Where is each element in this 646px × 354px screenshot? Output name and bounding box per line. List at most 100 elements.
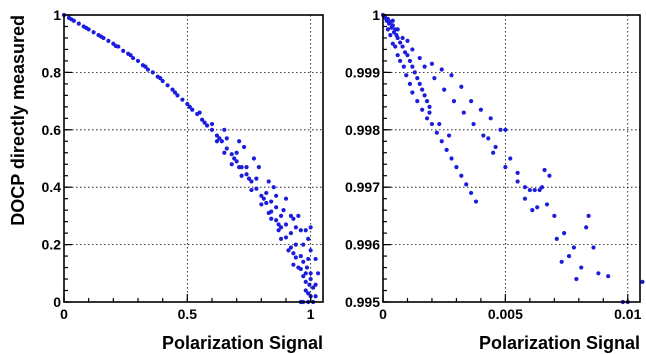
- data-point: [469, 190, 474, 196]
- data-point: [591, 245, 596, 250]
- data-point: [84, 25, 89, 31]
- data-point: [145, 67, 150, 72]
- data-point: [535, 205, 540, 210]
- data-point: [128, 53, 133, 58]
- data-point: [283, 222, 289, 227]
- data-point: [385, 16, 390, 22]
- y-tick-label: 0.6: [42, 122, 62, 138]
- data-point: [76, 21, 81, 26]
- data-point: [150, 70, 155, 75]
- data-point: [291, 216, 296, 221]
- data-point: [459, 84, 464, 89]
- data-point: [308, 248, 313, 253]
- data-point: [415, 99, 420, 104]
- data-point: [405, 53, 410, 58]
- data-point: [596, 271, 601, 276]
- data-point: [185, 101, 190, 107]
- data-point: [269, 199, 274, 204]
- data-point: [249, 179, 254, 184]
- data-point: [288, 213, 294, 218]
- data-point: [544, 202, 550, 207]
- data-point: [229, 152, 234, 157]
- data-point: [209, 127, 215, 132]
- data-point: [293, 225, 298, 230]
- data-point: [143, 64, 148, 69]
- data-point: [306, 236, 311, 241]
- data-point: [401, 64, 406, 69]
- data-point: [437, 121, 442, 127]
- data-point: [269, 216, 274, 221]
- x-axis-title: Polarization Signal: [162, 333, 323, 353]
- data-point: [393, 44, 398, 49]
- data-point: [429, 121, 435, 127]
- data-point: [214, 133, 220, 138]
- data-point: [306, 291, 311, 296]
- data-point: [571, 245, 577, 250]
- data-point: [239, 173, 244, 178]
- data-point: [547, 173, 552, 178]
- data-point: [478, 107, 484, 112]
- data-point: [301, 274, 306, 279]
- y-tick-label: 1: [53, 7, 61, 23]
- data-point: [298, 228, 303, 233]
- data-point: [449, 156, 454, 161]
- data-point: [264, 190, 269, 196]
- data-point: [274, 218, 279, 223]
- data-point: [313, 294, 318, 299]
- data-point: [405, 38, 410, 43]
- data-point: [158, 76, 163, 81]
- data-point: [315, 271, 321, 276]
- data-point: [278, 225, 284, 230]
- data-point: [217, 136, 222, 141]
- data-point: [288, 231, 294, 236]
- data-point: [390, 18, 395, 23]
- data-point: [400, 44, 405, 49]
- data-point: [281, 208, 286, 213]
- y-tick-label: 0.2: [42, 237, 62, 253]
- data-point: [420, 87, 425, 92]
- data-point: [251, 156, 257, 161]
- data-point: [454, 165, 459, 170]
- data-point: [446, 133, 452, 138]
- data-point: [469, 99, 474, 104]
- data-point: [508, 156, 513, 161]
- plot-frame: [63, 14, 324, 303]
- data-point: [283, 196, 289, 201]
- data-point: [204, 123, 210, 128]
- data-point: [530, 208, 535, 213]
- data-point: [539, 185, 545, 190]
- data-point: [98, 34, 104, 39]
- data-point: [422, 93, 427, 98]
- data-point: [274, 193, 279, 198]
- data-point: [586, 213, 591, 218]
- data-point: [234, 150, 239, 155]
- data-point: [313, 256, 318, 262]
- data-point: [537, 187, 542, 193]
- data-point: [224, 136, 229, 141]
- data-point: [488, 116, 493, 121]
- data-point: [276, 222, 281, 227]
- data-point: [461, 110, 466, 115]
- data-point: [402, 50, 408, 55]
- data-point: [503, 127, 508, 132]
- x-tick-label: 0: [379, 306, 387, 322]
- data-point: [301, 259, 306, 264]
- data-point: [395, 27, 400, 32]
- data-point: [473, 199, 479, 204]
- data-point: [187, 104, 192, 109]
- data-point: [135, 58, 141, 64]
- data-point: [559, 259, 564, 264]
- data-point: [130, 55, 136, 61]
- data-point: [283, 235, 289, 240]
- data-point: [172, 90, 178, 95]
- data-point: [244, 172, 249, 177]
- data-point: [246, 176, 252, 181]
- data-point: [160, 78, 165, 84]
- data-point: [522, 196, 528, 201]
- data-point: [444, 147, 449, 152]
- data-point: [296, 213, 301, 218]
- data-point: [395, 53, 400, 58]
- data-point: [542, 167, 547, 173]
- data-point: [451, 99, 457, 104]
